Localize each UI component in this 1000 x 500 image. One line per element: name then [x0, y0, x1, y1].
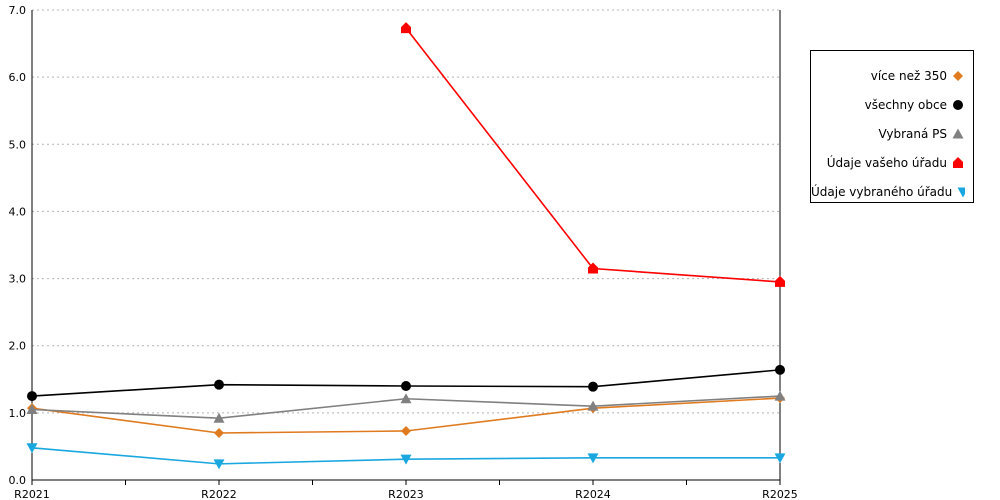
- data-point: [214, 379, 224, 390]
- legend-label: Údaje vašeho úřadu: [826, 155, 947, 170]
- data-point: [26, 404, 38, 414]
- data-point: [774, 453, 786, 464]
- y-tick-label: 2.0: [9, 340, 27, 353]
- y-tick-label: 0.0: [9, 474, 27, 487]
- y-tick-label: 5.0: [9, 138, 27, 151]
- data-point: [27, 391, 37, 402]
- data-point: [213, 412, 225, 423]
- x-tick-label: R2021: [14, 488, 50, 500]
- legend-marker-icon: [957, 187, 965, 197]
- legend-label: Údaje vybraného úřadu: [811, 184, 953, 199]
- legend-item: více než 350: [811, 61, 973, 90]
- legend-marker-icon: [953, 99, 963, 110]
- data-point: [588, 262, 598, 274]
- data-point: [775, 364, 785, 375]
- data-point: [775, 275, 785, 287]
- data-point: [401, 425, 411, 436]
- legend-item: Údaje vybraného úřadu: [811, 177, 973, 206]
- legend-item: všechny obce: [811, 90, 973, 119]
- x-tick-label: R2025: [762, 488, 798, 500]
- y-tick-label: 3.0: [9, 273, 27, 286]
- series-line: [405, 27, 781, 283]
- data-point: [400, 393, 412, 404]
- data-point: [213, 459, 225, 470]
- legend-item: Vybraná PS: [811, 119, 973, 148]
- y-tick-label: 6.0: [9, 71, 27, 84]
- legend-marker-shape: [952, 128, 964, 138]
- x-tick-label: R2022: [201, 488, 237, 500]
- x-tick-label: R2024: [575, 488, 611, 500]
- x-tick-label: R2023: [388, 488, 424, 500]
- data-point: [401, 22, 411, 34]
- y-tick-label: 4.0: [9, 205, 27, 218]
- legend-marker-icon: [953, 70, 963, 81]
- legend-marker-shape: [957, 187, 965, 197]
- legend-label: Vybraná PS: [878, 126, 947, 141]
- data-point: [587, 453, 599, 464]
- legend-marker-icon: [953, 156, 963, 168]
- data-point: [214, 428, 224, 438]
- legend-marker-icon: [952, 128, 964, 138]
- data-point: [588, 381, 598, 392]
- data-point: [587, 400, 599, 411]
- legend-label: více než 350: [870, 68, 947, 83]
- legend: více než 350 všechny obce Vybraná PS Údaje …: [810, 50, 974, 203]
- legend-label: všechny obce: [864, 97, 947, 112]
- legend-marker-shape: [953, 99, 963, 110]
- data-point: [26, 443, 38, 454]
- legend-marker-shape: [953, 70, 963, 81]
- y-tick-label: 7.0: [9, 4, 27, 17]
- legend-marker-shape: [953, 156, 963, 168]
- y-tick-label: 1.0: [9, 407, 27, 420]
- data-point: [401, 381, 411, 391]
- data-point: [774, 390, 786, 401]
- data-point: [400, 454, 412, 465]
- legend-item: Údaje vašeho úřadu: [811, 148, 973, 177]
